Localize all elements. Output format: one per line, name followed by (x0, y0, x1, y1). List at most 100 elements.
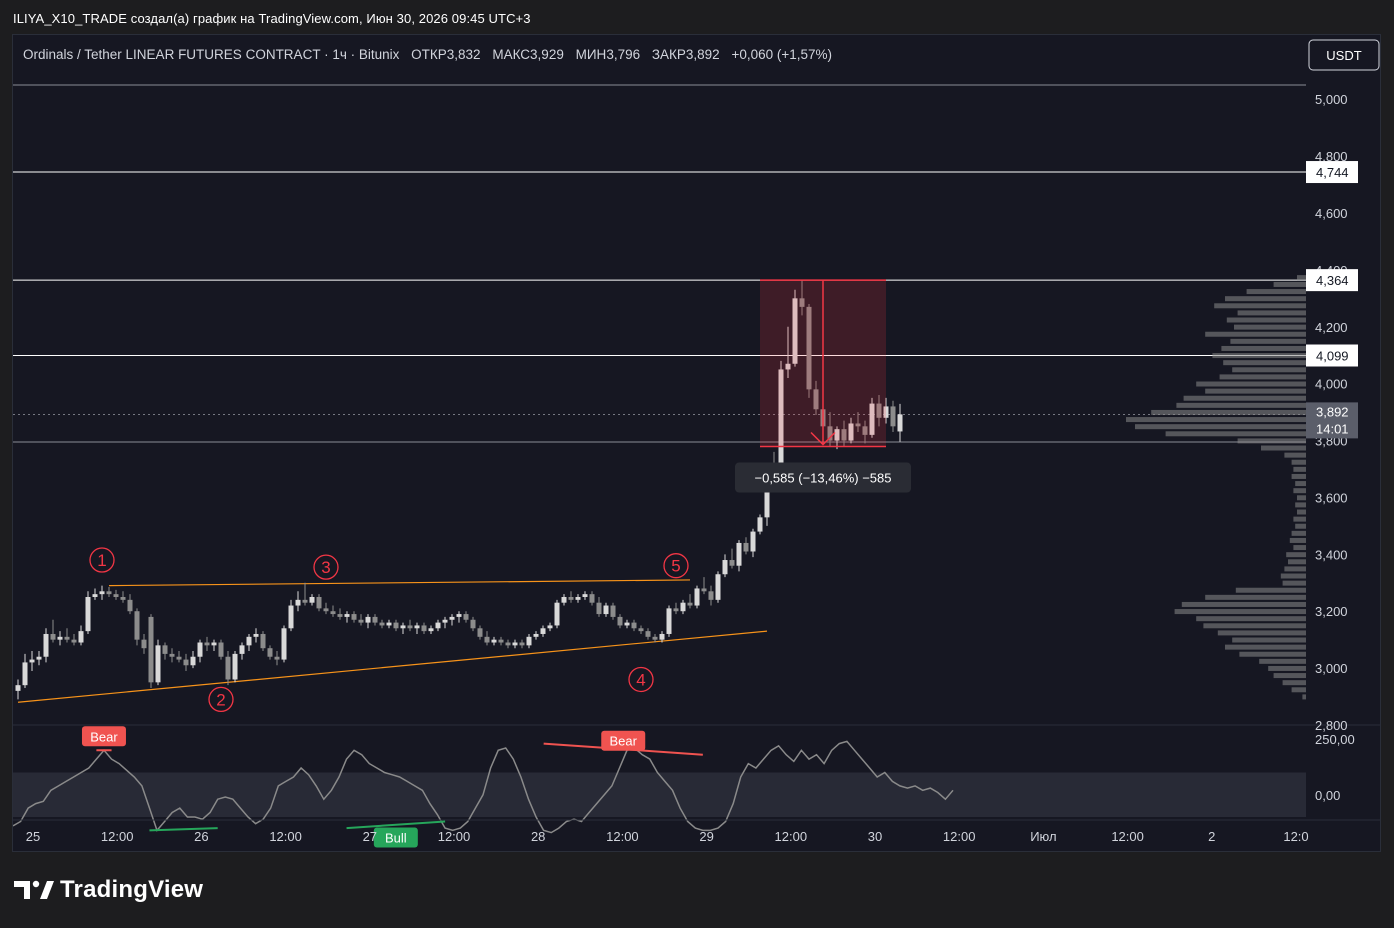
chart-frame[interactable]: −0,585 (−13,46%) −585 1 2 3 4 5 Bear Bull Bear… (12, 34, 1381, 852)
level-price-label: 4,364 (1316, 273, 1349, 288)
candle-body (330, 611, 336, 615)
candle-body (477, 628, 483, 637)
candle-body (757, 517, 763, 532)
time-tick: 28 (531, 829, 545, 844)
wave-label-circle[interactable] (313, 554, 339, 580)
time-tick: 12:00 (943, 829, 976, 844)
candle-body (183, 659, 189, 666)
candle-body (148, 616, 154, 683)
time-tick: 12:00 (606, 829, 639, 844)
volume-profile-bar (1174, 609, 1306, 615)
volume-profile-bar (1196, 381, 1306, 387)
volume-profile-bar (1237, 310, 1306, 316)
candle-body (372, 616, 378, 623)
candle-body (421, 625, 427, 632)
volume-profile-bar (1151, 409, 1306, 415)
snapshot-title: ILIYA_X10_TRADE создал(а) график на Trad… (13, 11, 531, 26)
candle-body (547, 625, 553, 629)
candle-body (533, 633, 539, 637)
candle-body (211, 642, 217, 646)
candle-body (57, 636, 63, 640)
candle-body (127, 599, 133, 612)
triangle-line-lower[interactable] (17, 630, 768, 703)
candle-body (365, 616, 371, 623)
candle-body (568, 597, 574, 600)
wave-label-circle[interactable] (208, 686, 234, 713)
tradingview-logo[interactable]: TradingView (14, 876, 203, 904)
open-label: ОТКР (411, 47, 447, 62)
volume-profile-bar (1302, 694, 1306, 700)
volume-profile-bar (1284, 566, 1306, 572)
wave-label-circle[interactable] (89, 547, 115, 573)
candle-body (400, 625, 406, 629)
candle-body (113, 594, 119, 597)
price-tick: 4,200 (1315, 320, 1348, 335)
volume-profile-bar (1293, 545, 1306, 551)
volume-profile-bar (1297, 275, 1306, 281)
volume-profile-bar (1297, 509, 1306, 515)
candle-body (169, 653, 175, 657)
candle-body (645, 631, 651, 637)
candle-body (855, 423, 861, 427)
candle-body (141, 639, 147, 649)
divergence-label-bear: Bear (90, 729, 118, 744)
volume-profile-bar (1219, 374, 1306, 380)
oscillator-line (13, 740, 954, 834)
candle-body (708, 591, 714, 600)
candle-body (29, 659, 35, 663)
svg-text:Ordinals / Tether LINEAR FUTUR: Ordinals / Tether LINEAR FUTURES CONTRAC… (23, 47, 832, 62)
candle-body (134, 611, 140, 640)
volume-profile-bar (1126, 417, 1306, 423)
candle-body (624, 622, 630, 626)
time-tick: 12:00 (775, 829, 808, 844)
triangle-line-upper[interactable] (108, 579, 691, 587)
volume-profile-bar (1291, 687, 1306, 693)
volume-profile-bar (1261, 445, 1306, 451)
candle-body (862, 426, 868, 435)
candle-body (666, 608, 672, 634)
divergence-label-bg (81, 726, 126, 747)
time-tick: 27 (363, 829, 377, 844)
tradingview-logo-icon (14, 880, 54, 899)
volume-profile-bar (1165, 431, 1306, 437)
currency-label: USDT (1326, 48, 1361, 63)
candle-body (78, 631, 84, 643)
chart-legend: Ordinals / Tether LINEAR FUTURES CONTRAC… (23, 47, 832, 62)
candle-body (561, 597, 567, 603)
volume-profile-bar (1286, 552, 1306, 558)
brand-name: TradingView (60, 876, 204, 903)
candle-body (687, 602, 693, 606)
volume-profile-bar (1205, 388, 1306, 394)
wave-label-circle[interactable] (663, 553, 689, 579)
wave-label-circle[interactable] (628, 666, 654, 693)
volume-profile-bar (1232, 367, 1306, 373)
candle-body (785, 363, 791, 370)
level-price-label: 4,744 (1316, 165, 1349, 180)
volume-profile-bar (1291, 459, 1306, 465)
volume-profile-bar (1293, 488, 1306, 494)
level-price-tag[interactable] (1306, 344, 1358, 367)
volume-profile-bar (1214, 303, 1306, 309)
candle-body (799, 298, 805, 307)
candle-body (204, 642, 210, 646)
candle-body (631, 622, 637, 629)
candle-body (827, 426, 833, 441)
change-value: +0,060 (+1,57%) (731, 47, 832, 62)
price-tick: 3,200 (1315, 604, 1348, 619)
currency-button[interactable]: USDT (1308, 39, 1380, 71)
volume-profile-bar (1293, 466, 1306, 472)
candle-body (778, 369, 784, 484)
divergence-label-bg (373, 827, 418, 848)
level-price-tag[interactable] (1306, 269, 1358, 292)
candle-body (197, 642, 203, 657)
candle-body (295, 599, 301, 606)
chart-canvas[interactable]: −0,585 (−13,46%) −585 1 2 3 4 5 Bear Bull Bear… (13, 35, 1381, 852)
volume-profile-bar (1239, 651, 1306, 657)
candle-body (99, 591, 105, 595)
candle-body (582, 594, 588, 597)
candle-body (603, 605, 609, 615)
candle-body (407, 625, 413, 629)
candle-body (813, 389, 819, 410)
level-price-tag[interactable] (1306, 161, 1358, 184)
open-value: 3,832 (447, 47, 481, 62)
